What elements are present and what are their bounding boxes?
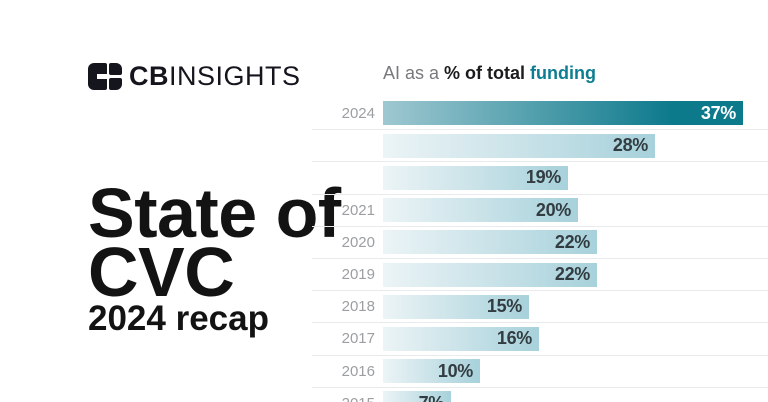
- year-label: 2019: [341, 266, 375, 284]
- cbinsights-wordmark: CBINSIGHTS: [129, 63, 301, 90]
- report-title-line2: CVC: [88, 232, 235, 311]
- bar-track: 10%: [383, 359, 768, 384]
- bar-2021: 20%: [383, 198, 578, 223]
- chart-title-dark-segment: % of total: [444, 63, 531, 83]
- chart-row-2020: 2020 22%: [312, 225, 768, 258]
- bar-track: 37%: [383, 101, 768, 126]
- chart-title-accent-segment: funding: [530, 63, 597, 83]
- bar-chart: AI as a % of total funding 2024 37% 28% 19%…: [312, 60, 768, 402]
- bar-2024: 37%: [383, 101, 743, 126]
- bar-track: 22%: [383, 262, 768, 287]
- year-label: 2017: [341, 330, 375, 348]
- year-label: 2020: [341, 233, 375, 251]
- bar-2017: 16%: [383, 326, 539, 351]
- report-title-line1: State of: [88, 173, 341, 252]
- bar-track: 16%: [383, 326, 768, 351]
- report-subtitle: 2024 recap: [88, 299, 269, 338]
- chart-row-2022: 19%: [312, 161, 768, 193]
- chart-title: AI as a % of total funding: [383, 62, 596, 84]
- year-label: 2021: [341, 201, 375, 219]
- wordmark-cb: CB: [129, 61, 169, 91]
- year-label: 2024: [341, 104, 375, 122]
- value-label: 10%: [437, 360, 473, 381]
- bar-2016: 10%: [383, 359, 480, 384]
- value-label: 28%: [612, 135, 648, 156]
- chart-title-gray-segment: AI as a: [383, 63, 445, 83]
- bar-track: 28%: [383, 133, 768, 158]
- cbinsights-logo: CBINSIGHTS: [88, 63, 301, 90]
- value-label: 15%: [486, 296, 522, 317]
- cbinsights-logomark-icon: [88, 63, 122, 90]
- bar-track: 15%: [383, 294, 768, 319]
- wordmark-insights: INSIGHTS: [169, 61, 301, 91]
- value-label: 22%: [554, 264, 590, 285]
- value-label: 22%: [554, 231, 590, 252]
- bar-2015: 7%: [383, 391, 451, 402]
- chart-row-2016: 2016 10%: [312, 354, 768, 387]
- year-label: 2015: [312, 395, 375, 402]
- value-label: 16%: [496, 328, 532, 349]
- chart-row-2024: 2024 37%: [312, 97, 768, 129]
- bar-2023: 28%: [383, 133, 655, 158]
- chart-row-2019: 2019 22%: [312, 257, 768, 290]
- bar-2019: 22%: [383, 262, 597, 287]
- bar-track: 22%: [383, 230, 768, 255]
- year-label: 2016: [341, 362, 375, 380]
- logomark-b-bottom-block: [109, 78, 122, 90]
- chart-row-2021: 2021 20%: [312, 193, 768, 226]
- value-label: 37%: [700, 102, 736, 123]
- logomark-c-block: [88, 63, 107, 90]
- bar-track: 20%: [383, 198, 768, 223]
- chart-row-2023: 28%: [312, 129, 768, 161]
- bar-2022: 19%: [383, 165, 568, 190]
- report-title: State of CVC: [88, 178, 341, 307]
- year-label: 2018: [341, 298, 375, 316]
- bar-2020: 22%: [383, 230, 597, 255]
- chart-row-2018: 2018 15%: [312, 290, 768, 322]
- chart-rows: 2024 37% 28% 19% 2021 20% 2020 22% 2019 22% 2018 15…: [312, 97, 768, 402]
- value-label: 7%: [419, 393, 445, 402]
- bar-2018: 15%: [383, 294, 529, 319]
- logomark-b-top-block: [109, 63, 122, 75]
- chart-row-2017: 2017 16%: [312, 322, 768, 354]
- value-label: 20%: [535, 199, 571, 220]
- chart-row-2015: 2015 7%: [312, 386, 768, 402]
- bar-track: 19%: [383, 165, 768, 190]
- bar-track: 7%: [383, 391, 768, 402]
- value-label: 19%: [525, 167, 561, 188]
